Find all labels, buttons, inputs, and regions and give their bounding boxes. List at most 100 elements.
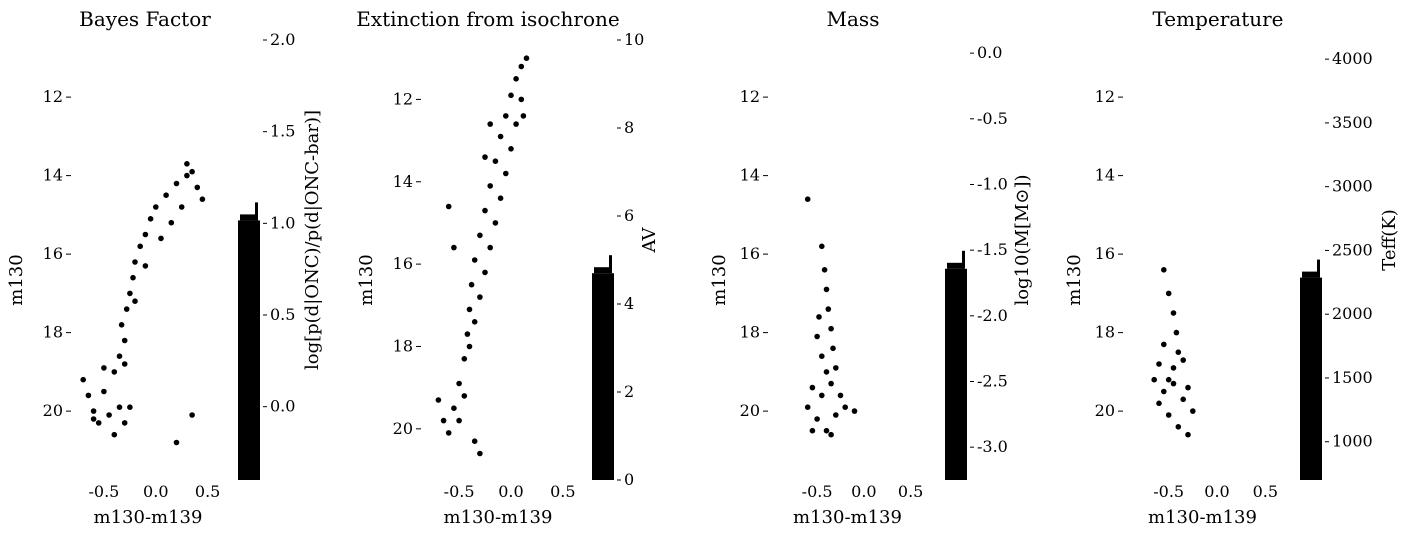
- x-tick-label: -0.5: [88, 482, 119, 501]
- data-point: [118, 322, 125, 328]
- data-point: [816, 314, 822, 320]
- data-point: [127, 404, 133, 411]
- data-point: [466, 343, 473, 350]
- data-point: [1170, 380, 1177, 387]
- data-point: [833, 412, 839, 418]
- colorbar-edge: [1302, 271, 1318, 278]
- data-point: [101, 365, 107, 371]
- data-point: [451, 244, 457, 251]
- colorbar-tick-label: 2000: [1332, 304, 1373, 323]
- data-point: [147, 216, 154, 222]
- y-tick-label: 18: [1095, 323, 1115, 342]
- colorbar-tick-label: 0: [624, 470, 634, 489]
- y-tick-label: 20: [1095, 401, 1115, 420]
- data-point: [809, 427, 816, 434]
- colorbar: [592, 273, 614, 480]
- y-tick-label: 12: [1095, 87, 1115, 106]
- data-point: [809, 384, 816, 391]
- x-tick-label: 0.5: [898, 482, 923, 501]
- data-point: [111, 431, 118, 438]
- data-point: [189, 412, 195, 418]
- data-point: [1185, 384, 1191, 391]
- data-point: [828, 325, 834, 332]
- x-tick-label: 0.5: [550, 482, 575, 501]
- panel-title: Extinction from isochrone: [356, 7, 620, 31]
- data-point: [482, 207, 488, 214]
- data-point: [173, 439, 180, 446]
- data-point: [466, 306, 473, 313]
- data-point: [821, 267, 828, 273]
- data-point: [184, 172, 190, 179]
- data-point: [1156, 361, 1162, 367]
- data-point: [497, 195, 504, 201]
- colorbar-label: Teff(K): [1379, 209, 1400, 271]
- colorbar-tick-label: 6: [624, 206, 634, 225]
- data-point: [477, 450, 483, 457]
- colorbar-tick-label: 1.5: [270, 122, 295, 141]
- data-point: [477, 294, 483, 300]
- data-point: [487, 121, 494, 127]
- data-point: [513, 121, 519, 127]
- colorbar-tick-label: -1.0: [977, 174, 1008, 193]
- x-axis-label: m130-m139: [94, 507, 203, 528]
- data-point: [837, 392, 844, 399]
- data-point: [440, 417, 447, 424]
- colorbar-edge: [609, 255, 612, 274]
- data-point: [168, 219, 175, 226]
- y-tick-label: 16: [1095, 244, 1115, 263]
- data-point: [513, 76, 519, 82]
- y-tick-label: 20: [43, 401, 63, 420]
- data-point: [173, 180, 180, 187]
- data-point: [85, 392, 92, 399]
- data-point: [142, 231, 149, 238]
- x-tick-label: 0.0: [143, 482, 168, 501]
- y-axis-label: m130: [709, 254, 730, 305]
- data-point: [132, 298, 138, 305]
- colorbar-tick-label: -2.0: [977, 306, 1008, 325]
- panel-title: Mass: [827, 7, 880, 31]
- data-point: [468, 281, 475, 288]
- data-point: [116, 353, 123, 360]
- data-point: [95, 420, 102, 426]
- colorbar-tick-label: -2.5: [977, 371, 1008, 390]
- data-point: [194, 184, 201, 191]
- y-tick-label: 12: [393, 89, 413, 108]
- x-tick-label: -0.5: [1153, 482, 1184, 501]
- colorbar-tick-label: 3000: [1332, 177, 1373, 196]
- data-point: [435, 397, 442, 403]
- data-point: [1180, 396, 1186, 403]
- data-point: [163, 192, 169, 198]
- data-point: [445, 203, 452, 210]
- x-tick-label: -0.5: [444, 482, 475, 501]
- data-point: [189, 168, 195, 175]
- data-point: [851, 408, 858, 414]
- data-point: [127, 290, 133, 297]
- data-point: [814, 333, 820, 340]
- data-point: [461, 393, 468, 399]
- panel-1: Bayes Factor 12 14 16 18 20 -0.5 0.0 0.5 m130-m13…: [6, 7, 323, 528]
- y-tick-label: 16: [393, 254, 413, 273]
- x-tick-label: -0.5: [802, 482, 833, 501]
- y-tick-label: 14: [740, 166, 760, 185]
- data-point: [842, 404, 848, 411]
- y-tick-label: 18: [43, 323, 63, 342]
- data-point: [503, 170, 509, 177]
- y-axis-label: m130: [356, 254, 377, 305]
- x-axis-label: m130-m139: [444, 507, 553, 528]
- data-point: [1165, 412, 1172, 418]
- data-point: [508, 146, 514, 152]
- colorbar-tick-label: 1000: [1332, 432, 1373, 451]
- data-point: [828, 380, 834, 387]
- y-axis-label: m130: [1064, 254, 1085, 305]
- colorbar-tick-label: 0.0: [977, 43, 1002, 62]
- data-point: [153, 204, 159, 210]
- data-point: [487, 244, 494, 251]
- colorbar-tick-label: -1.5: [977, 240, 1008, 259]
- y-tick-label: 12: [740, 87, 760, 106]
- panel-4: Temperature 12 14 16 18 20 -0.5 0.0 0.5 m130-m139…: [1064, 7, 1400, 528]
- colorbar-tick-label: 2500: [1332, 240, 1373, 259]
- x-axis-label: m130-m139: [793, 507, 902, 528]
- colorbar-tick-label: 2: [624, 382, 634, 401]
